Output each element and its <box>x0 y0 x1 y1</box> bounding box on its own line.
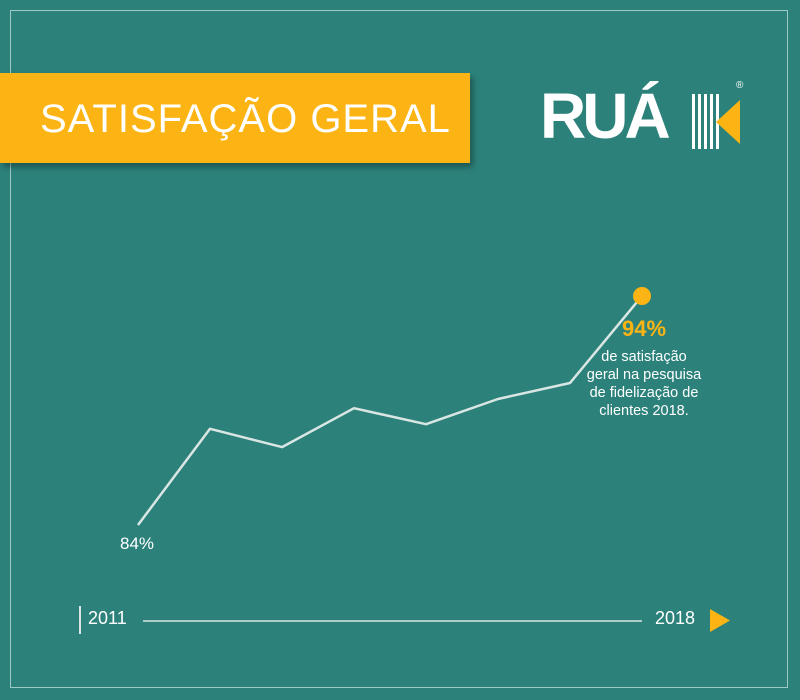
start-value-label: 84% <box>120 534 155 553</box>
x-axis-end-label: 2018 <box>655 608 696 628</box>
end-value-label: 94% <box>621 316 667 341</box>
chart-title: SATISFAÇÃO GERAL <box>40 97 451 141</box>
logo-arrow-icon <box>692 94 740 149</box>
title-banner: SATISFAÇÃO GERAL <box>0 73 470 163</box>
series-line <box>136 295 643 526</box>
rua-logo: RUÁ ® <box>540 80 750 155</box>
x-axis-arrow-icon <box>710 609 730 632</box>
logo-wordmark: RUÁ <box>540 80 671 152</box>
registered-mark: ® <box>736 80 744 91</box>
x-axis-start-label: 2011 <box>88 608 127 628</box>
annotation-text: de satisfação geral na pesquisa de fidel… <box>586 349 702 419</box>
end-point-marker <box>633 287 651 305</box>
